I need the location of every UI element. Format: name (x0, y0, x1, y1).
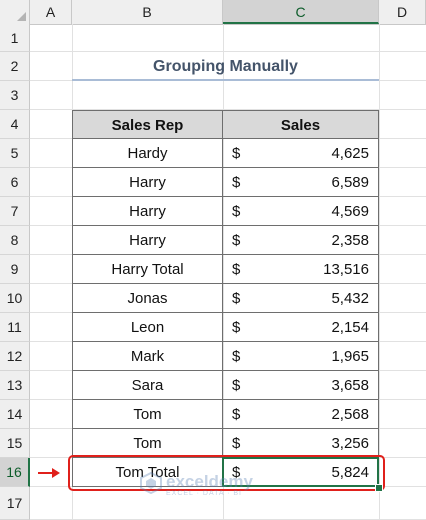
sales-rep-cell[interactable]: Tom (72, 400, 223, 429)
sales-rep-cell[interactable]: Harry Total (72, 255, 223, 284)
row-gridline (30, 51, 426, 52)
sales-amount: 13,516 (323, 261, 369, 278)
table-row: Jonas $5,432 (72, 284, 379, 313)
fill-handle[interactable] (375, 484, 383, 492)
sales-amount: 1,965 (331, 348, 369, 365)
sales-cell[interactable]: $2,568 (223, 400, 379, 429)
table-row: Harry $2,358 (72, 226, 379, 255)
sales-rep-cell[interactable]: Mark (72, 342, 223, 371)
currency-symbol: $ (232, 435, 241, 452)
row-header-9[interactable]: 9 (0, 255, 30, 284)
sales-cell[interactable]: $6,589 (223, 168, 379, 197)
row-header-12[interactable]: 12 (0, 342, 30, 371)
sales-rep-cell[interactable]: Jonas (72, 284, 223, 313)
table-row: Harry $4,569 (72, 197, 379, 226)
sales-cell[interactable]: $4,625 (223, 139, 379, 168)
sales-cell[interactable]: $2,154 (223, 313, 379, 342)
row-header-2[interactable]: 2 (0, 52, 30, 81)
currency-symbol: $ (232, 348, 241, 365)
sales-rep-cell[interactable]: Sara (72, 371, 223, 400)
arrow-right-icon (38, 468, 60, 478)
sales-amount: 6,589 (331, 174, 369, 191)
watermark: exceldemy EXCEL · DATA · BI (140, 470, 290, 500)
row-header-16[interactable]: 16 (0, 458, 30, 487)
currency-symbol: $ (232, 174, 241, 191)
table-row: Hardy $4,625 (72, 139, 379, 168)
active-cell-border (222, 457, 379, 487)
sales-cell[interactable]: $1,965 (223, 342, 379, 371)
sales-rep-cell[interactable]: Hardy (72, 139, 223, 168)
row-header-6[interactable]: 6 (0, 168, 30, 197)
sales-cell[interactable]: $13,516 (223, 255, 379, 284)
row-header-15[interactable]: 15 (0, 429, 30, 458)
table-row: Tom Total $5,824 (72, 458, 379, 487)
column-header-a[interactable]: A (30, 0, 72, 24)
sales-amount: 2,568 (331, 406, 369, 423)
sales-amount: 4,569 (331, 203, 369, 220)
currency-symbol: $ (232, 319, 241, 336)
sales-rep-cell[interactable]: Harry (72, 168, 223, 197)
sales-cell[interactable]: $3,658 (223, 371, 379, 400)
row-header-17[interactable]: 17 (0, 487, 30, 520)
select-all-triangle-icon (17, 12, 26, 21)
highlight-box (68, 455, 385, 491)
row-header-5[interactable]: 5 (0, 139, 30, 168)
row-header-10[interactable]: 10 (0, 284, 30, 313)
header-sales[interactable]: Sales (223, 110, 379, 139)
table-row: Sara $3,658 (72, 371, 379, 400)
sales-rep-cell[interactable]: Leon (72, 313, 223, 342)
row-gridline (30, 109, 426, 110)
column-header-c[interactable]: C (223, 0, 379, 24)
row-header-4[interactable]: 4 (0, 110, 30, 139)
currency-symbol: $ (232, 464, 241, 481)
sales-amount: 2,154 (331, 319, 369, 336)
sales-amount: 3,658 (331, 377, 369, 394)
sales-rep-cell[interactable]: Harry (72, 226, 223, 255)
currency-symbol: $ (232, 290, 241, 307)
row-header-1[interactable]: 1 (0, 24, 30, 52)
row-header-3[interactable]: 3 (0, 81, 30, 110)
column-header-d[interactable]: D (379, 0, 426, 24)
sales-cell[interactable]: $5,432 (223, 284, 379, 313)
currency-symbol: $ (232, 406, 241, 423)
header-sales-rep[interactable]: Sales Rep (72, 110, 223, 139)
sales-amount: 5,824 (331, 464, 369, 481)
currency-symbol: $ (232, 232, 241, 249)
currency-symbol: $ (232, 203, 241, 220)
table-row: Mark $1,965 (72, 342, 379, 371)
currency-symbol: $ (232, 261, 241, 278)
sales-cell[interactable]: $4,569 (223, 197, 379, 226)
sales-rep-cell[interactable]: Tom (72, 429, 223, 458)
table-row: Leon $2,154 (72, 313, 379, 342)
row-header-7[interactable]: 7 (0, 197, 30, 226)
sales-cell[interactable]: $3,256 (223, 429, 379, 458)
table-row: Harry $6,589 (72, 168, 379, 197)
table-header-row: Sales Rep Sales (72, 110, 379, 139)
watermark-name: exceldemy (166, 472, 253, 491)
row-header-14[interactable]: 14 (0, 400, 30, 429)
table-row: Harry Total $13,516 (72, 255, 379, 284)
row-header-8[interactable]: 8 (0, 226, 30, 255)
currency-symbol: $ (232, 377, 241, 394)
exceldemy-logo-icon (140, 472, 162, 494)
currency-symbol: $ (232, 145, 241, 162)
sheet-title: Grouping Manually (153, 58, 298, 75)
row-header-11[interactable]: 11 (0, 313, 30, 342)
row-header-13[interactable]: 13 (0, 371, 30, 400)
sales-amount: 4,625 (331, 145, 369, 162)
column-gridline (379, 24, 380, 520)
sales-rep-cell[interactable]: Harry (72, 197, 223, 226)
select-all-corner[interactable] (0, 0, 30, 24)
sales-amount: 5,432 (331, 290, 369, 307)
sales-amount: 3,256 (331, 435, 369, 452)
title-underline (72, 79, 379, 81)
sales-cell[interactable]: $2,358 (223, 226, 379, 255)
sales-amount: 2,358 (331, 232, 369, 249)
table-row: Tom $3,256 (72, 429, 379, 458)
watermark-tagline: EXCEL · DATA · BI (166, 490, 242, 497)
column-gridline (223, 24, 224, 520)
column-header-b[interactable]: B (72, 0, 223, 24)
table-row: Tom $2,568 (72, 400, 379, 429)
